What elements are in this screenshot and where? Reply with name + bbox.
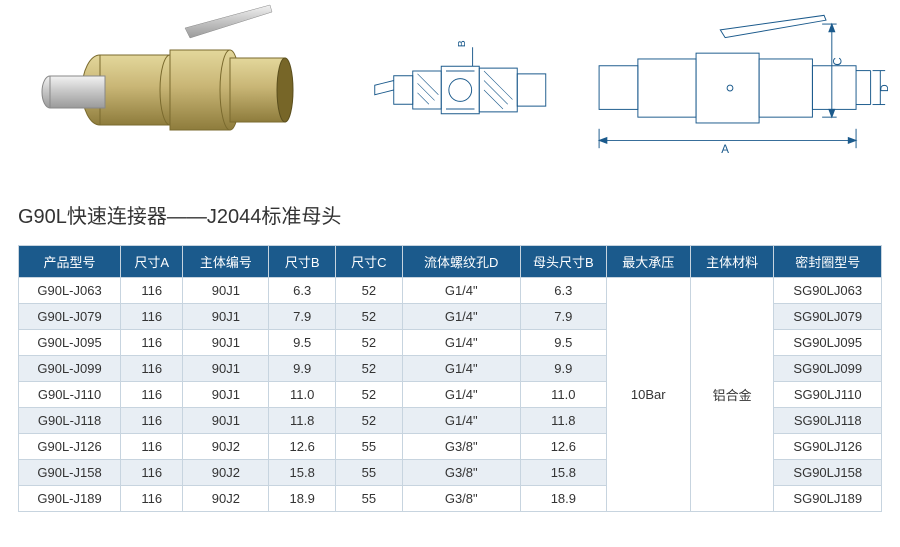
table-row: G90L-J06311690J16.352G1/4"6.310Bar铝合金SG9… [19,278,882,304]
cell-seal: SG90LJ079 [774,304,882,330]
cell-model: G90L-J110 [19,382,121,408]
th-press: 最大承压 [606,246,690,278]
cell-a: 116 [121,382,183,408]
cell-a: 116 [121,408,183,434]
cell-body: 90J2 [183,486,269,512]
cell-fb: 9.9 [520,356,606,382]
cell-b: 11.0 [269,382,336,408]
cell-body: 90J1 [183,356,269,382]
th-model: 产品型号 [19,246,121,278]
cell-fb: 6.3 [520,278,606,304]
cell-body: 90J2 [183,434,269,460]
cell-c: 55 [336,486,403,512]
cell-c: 52 [336,278,403,304]
dim-d-label: D [879,84,890,92]
cell-seal: SG90LJ095 [774,330,882,356]
cell-fb: 11.8 [520,408,606,434]
cell-model: G90L-J095 [19,330,121,356]
cell-c: 55 [336,460,403,486]
diagram-area: B A C [0,0,900,185]
cell-seal: SG90LJ099 [774,356,882,382]
cell-a: 116 [121,330,183,356]
cell-fb: 15.8 [520,460,606,486]
cell-a: 116 [121,304,183,330]
cell-thread: G1/4" [402,278,520,304]
cell-seal: SG90LJ158 [774,460,882,486]
cell-body: 90J1 [183,330,269,356]
cell-body: 90J1 [183,304,269,330]
page-title: G90L快速连接器——J2044标准母头 [18,200,341,229]
th-thread: 流体螺纹孔D [402,246,520,278]
cell-b: 9.9 [269,356,336,382]
cell-a: 116 [121,460,183,486]
cell-seal: SG90LJ118 [774,408,882,434]
cell-fb: 18.9 [520,486,606,512]
spec-table: 产品型号 尺寸A 主体编号 尺寸B 尺寸C 流体螺纹孔D 母头尺寸B 最大承压 … [18,245,882,512]
cell-body: 90J1 [183,278,269,304]
cell-model: G90L-J189 [19,486,121,512]
cell-thread: G3/8" [402,486,520,512]
cell-thread: G1/4" [402,408,520,434]
dim-b-label: B [457,40,468,47]
cell-model: G90L-J126 [19,434,121,460]
cell-model: G90L-J079 [19,304,121,330]
cell-a: 116 [121,434,183,460]
th-a: 尺寸A [121,246,183,278]
cell-body: 90J1 [183,408,269,434]
cell-thread: G1/4" [402,330,520,356]
cell-a: 116 [121,356,183,382]
cell-fb: 7.9 [520,304,606,330]
spec-table-wrap: 产品型号 尺寸A 主体编号 尺寸B 尺寸C 流体螺纹孔D 母头尺寸B 最大承压 … [18,245,882,512]
cell-thread: G3/8" [402,460,520,486]
cell-fb: 9.5 [520,330,606,356]
dim-c-label: C [832,57,845,65]
cell-model: G90L-J099 [19,356,121,382]
cell-pressure: 10Bar [606,278,690,512]
cell-b: 7.9 [269,304,336,330]
cell-seal: SG90LJ189 [774,486,882,512]
cell-b: 11.8 [269,408,336,434]
cell-seal: SG90LJ126 [774,434,882,460]
cell-model: G90L-J118 [19,408,121,434]
cell-model: G90L-J063 [19,278,121,304]
cell-thread: G1/4" [402,356,520,382]
th-mat: 主体材料 [690,246,774,278]
dim-a-label: A [721,143,729,156]
table-header-row: 产品型号 尺寸A 主体编号 尺寸B 尺寸C 流体螺纹孔D 母头尺寸B 最大承压 … [19,246,882,278]
cell-c: 52 [336,382,403,408]
cell-fb: 12.6 [520,434,606,460]
cell-seal: SG90LJ110 [774,382,882,408]
cell-b: 15.8 [269,460,336,486]
cell-b: 6.3 [269,278,336,304]
cell-c: 52 [336,330,403,356]
th-seal: 密封圈型号 [774,246,882,278]
th-c: 尺寸C [336,246,403,278]
cross-section: B [370,35,560,145]
th-b: 尺寸B [269,246,336,278]
cell-model: G90L-J158 [19,460,121,486]
cell-b: 18.9 [269,486,336,512]
dimensioned-outline: A C D [570,10,890,170]
cell-thread: G1/4" [402,304,520,330]
cell-body: 90J2 [183,460,269,486]
cell-thread: G1/4" [402,382,520,408]
cell-material: 铝合金 [690,278,774,512]
product-photo [20,0,320,170]
cell-thread: G3/8" [402,434,520,460]
th-body: 主体编号 [183,246,269,278]
cell-c: 55 [336,434,403,460]
cell-seal: SG90LJ063 [774,278,882,304]
cell-a: 116 [121,278,183,304]
cell-c: 52 [336,408,403,434]
cell-b: 9.5 [269,330,336,356]
cell-c: 52 [336,304,403,330]
cell-b: 12.6 [269,434,336,460]
th-fb: 母头尺寸B [520,246,606,278]
cell-body: 90J1 [183,382,269,408]
cell-a: 116 [121,486,183,512]
cell-c: 52 [336,356,403,382]
cell-fb: 11.0 [520,382,606,408]
